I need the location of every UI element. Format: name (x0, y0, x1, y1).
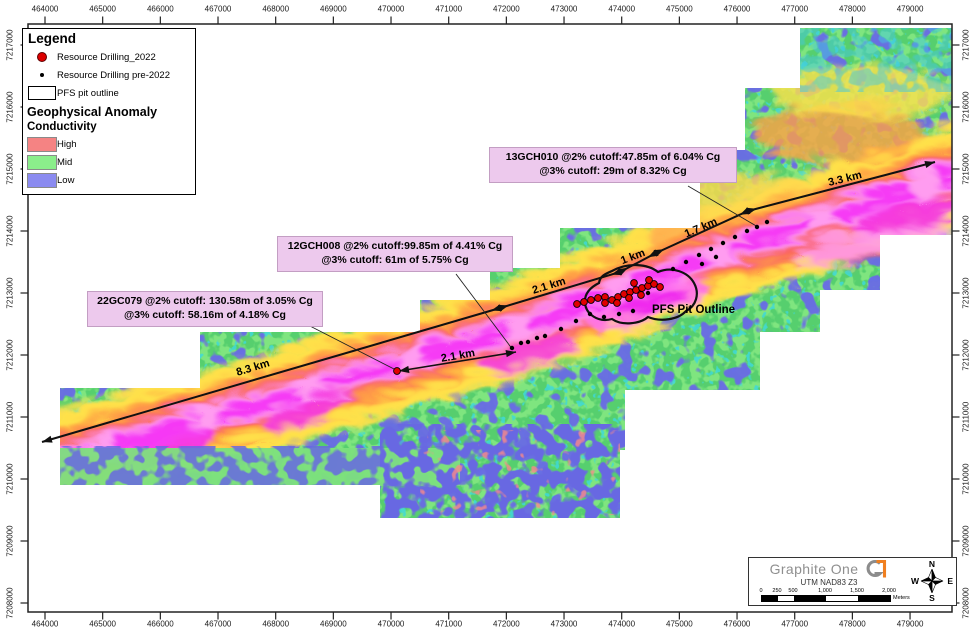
compass-s: S (929, 593, 935, 603)
legend-section-conductivity: Conductivity (27, 121, 97, 133)
drill-dot-pre-2022 (699, 261, 705, 267)
arrowhead (42, 435, 53, 443)
annotation-12gch008-line1: 12GCH008 @2% cutoff:99.85m of 4.41% Cg (287, 240, 503, 252)
compass-rose-icon: N W E S (911, 559, 953, 603)
pit-outline-icon (27, 86, 57, 100)
red-dot-icon (27, 52, 57, 62)
map-frame (27, 23, 953, 613)
drill-dot-pre-2022 (720, 240, 726, 246)
drill-dot-pre-2022 (534, 335, 540, 341)
annotation-13gch010-line1: 13GCH010 @2% cutoff:47.85m of 6.04% Cg (505, 151, 721, 163)
drill-dot-2022 (573, 300, 581, 308)
segment-divider-arrowhead (617, 267, 628, 276)
drill-dot-2022 (637, 291, 645, 299)
drill-dot-2022 (625, 294, 633, 302)
scale-unit-label: Meters (893, 595, 910, 601)
title-block: Graphite One UTM NAD83 Z3 0 250 500 1,00… (748, 557, 957, 606)
arrowhead (924, 161, 935, 169)
drill-dot-2022 (656, 283, 664, 291)
legend-item-pfs-pit-outline: PFS pit outline (27, 84, 191, 102)
legend-class-high: High (27, 135, 191, 153)
scale-tick-label: 1,500 (850, 588, 864, 594)
drill-dot-pre-2022 (587, 311, 593, 317)
drill-dot-pre-2022 (601, 314, 607, 320)
annotation-22gc079-line2: @3% cutoff: 58.16m of 4.18% Cg (124, 308, 286, 321)
annotation-13gch010: 13GCH010 @2% cutoff:47.85m of 6.04% Cg @… (489, 147, 737, 183)
annotation-12gch008: 12GCH008 @2% cutoff:99.85m of 4.41% Cg @… (277, 236, 513, 272)
drill-dot-pre-2022 (764, 219, 770, 225)
drill-dot-pre-2022 (518, 340, 524, 346)
segment-divider-arrowhead (653, 249, 665, 257)
low-conductivity-swatch (27, 172, 57, 188)
legend-class-mid: Mid (27, 153, 191, 171)
segment-divider-arrowhead (746, 207, 757, 215)
strike-length-arrow (41, 161, 936, 443)
drill-dot-pre-2022 (744, 228, 750, 234)
callout-leader-line (307, 324, 397, 371)
legend-section-geophysical-anomaly: Geophysical Anomaly (27, 105, 158, 119)
callout-leader-line (687, 185, 759, 228)
drill-dot-pre-2022 (732, 234, 738, 240)
legend-title: Legend (28, 31, 77, 46)
graphite-one-logo-icon (867, 559, 887, 578)
drill-dot-pre-2022 (670, 266, 676, 272)
drill-dot-pre-2022 (558, 326, 564, 332)
callout-leader-line (455, 273, 514, 351)
pfs-pit-outline-label: PFS Pit Outline (652, 304, 736, 316)
black-dot-icon (27, 72, 57, 78)
scale-tick-label: 1,000 (818, 588, 832, 594)
mid-conductivity-swatch (27, 154, 57, 170)
drill-dot-2022 (393, 367, 401, 375)
drill-dot-2022 (630, 279, 638, 287)
segment-divider-arrowhead (498, 304, 509, 312)
datum-text: UTM NAD83 Z3 (800, 578, 858, 587)
annotation-13gch010-line2: @3% cutoff: 29m of 8.32% Cg (539, 164, 687, 177)
drill-dot-pre-2022 (542, 333, 548, 339)
arrowhead (399, 365, 410, 373)
legend-item-resource-drilling-2022: Resource Drilling_2022 (27, 48, 191, 66)
local-distance-arrow (398, 351, 517, 372)
drill-dot-pre-2022 (630, 308, 636, 314)
scale-bar: 0 250 500 1,000 1,500 2,000 Meters (753, 588, 910, 604)
drill-dot-2022 (613, 299, 621, 307)
compass-n: N (928, 559, 936, 569)
drill-dot-pre-2022 (616, 311, 622, 317)
drill-dot-pre-2022 (645, 290, 651, 296)
drill-dot-2022 (601, 299, 609, 307)
annotation-22gc079-line1: 22GC079 @2% cutoff: 130.58m of 3.05% Cg (97, 295, 313, 307)
scale-tick-label: 500 (788, 588, 798, 594)
drill-dot-2022 (580, 298, 588, 306)
compass-w: W (911, 576, 920, 586)
scale-bar-blocks (761, 595, 891, 602)
compass-e: E (947, 576, 953, 586)
drill-dot-pre-2022 (708, 246, 714, 252)
scale-tick-label: 2,000 (882, 588, 896, 594)
drill-dot-pre-2022 (754, 224, 760, 230)
legend-box: Legend Resource Drilling_2022 Resource D… (22, 28, 196, 195)
drill-dot-2022 (645, 276, 653, 284)
drill-dot-pre-2022 (525, 339, 531, 345)
annotation-22gc079: 22GC079 @2% cutoff: 130.58m of 3.05% Cg … (87, 291, 323, 327)
drill-dot-2022 (587, 296, 595, 304)
drill-dot-pre-2022 (573, 318, 579, 324)
brand-text: Graphite One (769, 561, 859, 577)
legend-class-low: Low (27, 171, 191, 189)
pfs-pit-outline-path (583, 264, 698, 325)
drill-dot-pre-2022 (713, 254, 719, 260)
drill-dot-pre-2022 (683, 259, 689, 265)
legend-item-resource-drilling-pre-2022: Resource Drilling pre-2022 (27, 66, 191, 84)
drill-dot-pre-2022 (696, 252, 702, 258)
annotation-12gch008-line2: @3% cutoff: 61m of 5.75% Cg (321, 253, 469, 266)
compass-star-icon (920, 569, 944, 593)
scale-tick-label: 250 (772, 588, 782, 594)
drill-dot-pre-2022 (509, 345, 515, 351)
drill-dot-2022 (594, 294, 602, 302)
high-conductivity-swatch (27, 136, 57, 152)
scale-tick-label: 0 (759, 588, 763, 594)
arrowhead (505, 350, 516, 358)
drill-dot-2022 (650, 280, 658, 288)
